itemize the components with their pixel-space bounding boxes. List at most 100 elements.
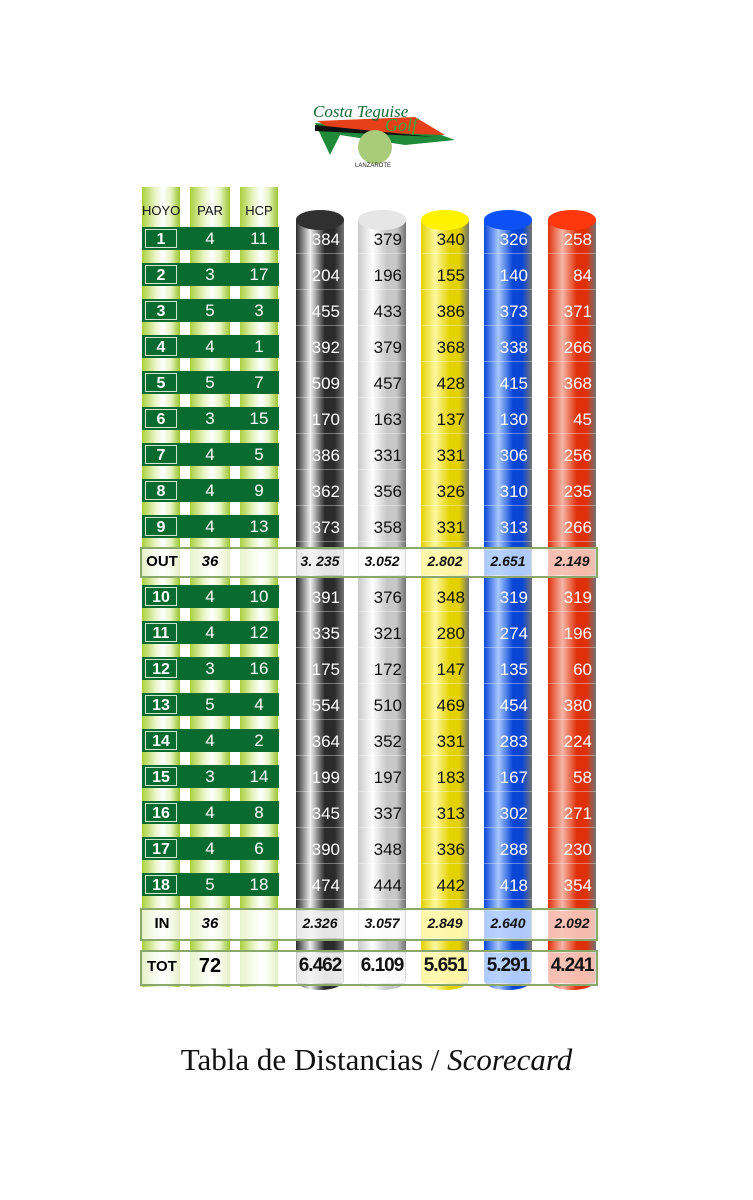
par-value: 4 bbox=[205, 445, 215, 464]
row-separator bbox=[484, 755, 532, 756]
out-cell-white bbox=[359, 550, 405, 575]
caption-italic: Scorecard bbox=[447, 1042, 573, 1077]
row-separator bbox=[421, 397, 469, 398]
par-value: 4 bbox=[205, 803, 215, 822]
row-separator bbox=[296, 683, 344, 684]
distance-yellow: 368 bbox=[436, 338, 465, 357]
distance-blue: 418 bbox=[499, 876, 528, 895]
hcp-value: 2 bbox=[254, 731, 264, 750]
row-separator bbox=[484, 647, 532, 648]
tot-distance-white: 6.109 bbox=[360, 955, 405, 976]
distance-yellow: 183 bbox=[436, 768, 465, 787]
distance-blue: 135 bbox=[499, 660, 528, 679]
distance-blue: 140 bbox=[499, 266, 528, 285]
distance-white: 376 bbox=[373, 588, 402, 607]
distance-yellow: 442 bbox=[436, 876, 465, 895]
row-separator bbox=[421, 791, 469, 792]
tee-column-top-black bbox=[296, 210, 344, 230]
row-separator bbox=[548, 827, 596, 828]
row-separator bbox=[358, 325, 406, 326]
distance-red: 196 bbox=[563, 624, 592, 643]
par-value: 3 bbox=[205, 659, 215, 678]
hole-number: 12 bbox=[145, 659, 177, 678]
hole-number: 11 bbox=[145, 623, 177, 642]
distance-red: 235 bbox=[563, 482, 592, 501]
distance-white: 379 bbox=[373, 230, 402, 249]
row-separator bbox=[548, 289, 596, 290]
distance-red: 371 bbox=[563, 302, 592, 321]
tee-column-top-white bbox=[358, 210, 406, 230]
row-separator bbox=[296, 289, 344, 290]
distance-red: 266 bbox=[563, 518, 592, 537]
distance-red: 380 bbox=[563, 696, 592, 715]
tot-par: 72 bbox=[198, 955, 222, 977]
par-value: 4 bbox=[205, 517, 215, 536]
hole-number: 9 bbox=[145, 517, 177, 536]
row-separator bbox=[548, 397, 596, 398]
tot-distance-blue: 5.291 bbox=[486, 955, 531, 976]
distance-blue: 167 bbox=[499, 768, 528, 787]
hcp-value: 7 bbox=[254, 373, 264, 392]
par-value: 4 bbox=[205, 481, 215, 500]
distance-yellow: 331 bbox=[436, 732, 465, 751]
distance-red: 354 bbox=[563, 876, 592, 895]
out-par: 36 bbox=[201, 553, 219, 570]
in-cell-blue bbox=[485, 911, 531, 938]
distance-white: 337 bbox=[373, 804, 402, 823]
hcp-value: 16 bbox=[249, 659, 269, 678]
hole-number: 3 bbox=[145, 301, 177, 320]
row-separator bbox=[358, 863, 406, 864]
tee-column-yellow bbox=[421, 210, 469, 990]
row-separator bbox=[358, 469, 406, 470]
in-cell-red bbox=[549, 911, 595, 938]
tee-column-top-red bbox=[548, 210, 596, 230]
row-separator bbox=[296, 647, 344, 648]
distance-red: 224 bbox=[563, 732, 592, 751]
distance-black: 199 bbox=[311, 768, 340, 787]
distance-red: 45 bbox=[573, 410, 592, 429]
distance-white: 457 bbox=[373, 374, 402, 393]
svg-text:LANZAROTE: LANZAROTE bbox=[355, 163, 391, 169]
row-separator bbox=[484, 469, 532, 470]
tee-column-white bbox=[358, 210, 406, 990]
tot-cell-yellow bbox=[422, 953, 468, 983]
row-separator bbox=[548, 899, 596, 900]
distance-white: 163 bbox=[373, 410, 402, 429]
row-separator bbox=[421, 611, 469, 612]
row-separator bbox=[358, 755, 406, 756]
hole-number: 2 bbox=[145, 265, 177, 284]
par-value: 5 bbox=[205, 695, 215, 714]
tot-distance-red: 4.241 bbox=[550, 955, 595, 976]
row-separator bbox=[548, 719, 596, 720]
distance-white: 510 bbox=[373, 696, 402, 715]
in-label: IN bbox=[154, 915, 170, 932]
row-separator bbox=[296, 755, 344, 756]
distance-white: 331 bbox=[373, 446, 402, 465]
distance-black: 554 bbox=[311, 696, 340, 715]
row-separator bbox=[548, 469, 596, 470]
hcp-value: 5 bbox=[254, 445, 264, 464]
tee-column-top-blue bbox=[484, 210, 532, 230]
row-separator bbox=[421, 683, 469, 684]
distance-black: 392 bbox=[311, 338, 340, 357]
column-header-par: PAR bbox=[197, 203, 223, 218]
row-separator bbox=[296, 505, 344, 506]
out-distance-blue: 2.651 bbox=[490, 553, 526, 569]
hole-number: 15 bbox=[145, 767, 177, 786]
distance-blue: 288 bbox=[499, 840, 528, 859]
hole-number: 6 bbox=[145, 409, 177, 428]
column-header-hcp: HCP bbox=[245, 203, 273, 218]
hcp-value: 10 bbox=[249, 587, 269, 606]
distance-red: 58 bbox=[573, 768, 592, 787]
caption: Tabla de Distancias / Scorecard bbox=[0, 1042, 753, 1078]
in-distance-white: 3.057 bbox=[364, 915, 400, 931]
in-cell-yellow bbox=[422, 911, 468, 938]
row-separator bbox=[296, 827, 344, 828]
hcp-value: 14 bbox=[249, 767, 269, 786]
tee-column-red bbox=[548, 210, 596, 990]
distance-black: 170 bbox=[311, 410, 340, 429]
row-separator bbox=[358, 647, 406, 648]
distance-blue: 454 bbox=[499, 696, 528, 715]
par-value: 3 bbox=[205, 265, 215, 284]
distance-yellow: 348 bbox=[436, 588, 465, 607]
